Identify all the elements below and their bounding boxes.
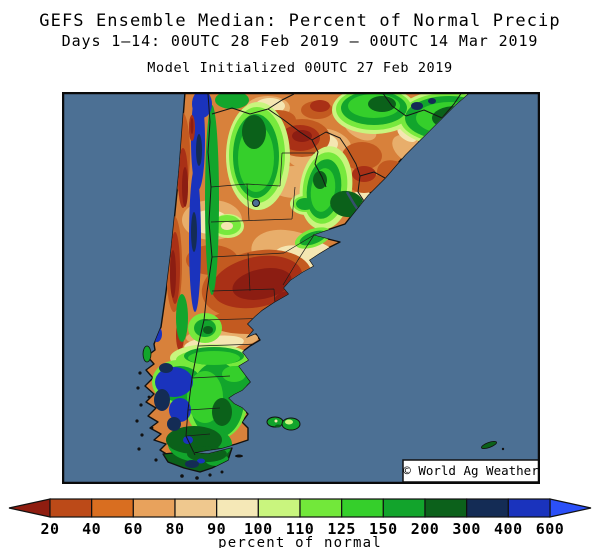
- colorbar-ticks: 20 40 60 80 90 100 110 125 150 200 300 400 600: [0, 520, 600, 538]
- colorbar-tick-label: 20: [40, 520, 60, 538]
- terrain-shading: [152, 92, 470, 468]
- colorbar-right-arrow: [549, 498, 592, 518]
- watermark-box: © World Ag Weather: [402, 459, 540, 483]
- province-borders: [185, 152, 315, 437]
- colorbar-tick-label: 110: [285, 520, 315, 538]
- chiloe-island: [142, 345, 152, 363]
- colorbar-segment: [299, 498, 343, 518]
- colorbar-tick-label: 100: [244, 520, 273, 538]
- page-subtitle: Days 1–14: 00UTC 28 Feb 2019 – 00UTC 14 …: [61, 32, 539, 50]
- map-panel: © World Ag Weather: [61, 91, 541, 485]
- south-georgia-island: [481, 440, 505, 451]
- map-frame: [61, 91, 541, 485]
- colorbar-segment: [49, 498, 93, 518]
- colorbar-segment: [174, 498, 218, 518]
- model-init-line: Model Initialized 00UTC 27 Feb 2019: [147, 60, 453, 76]
- colorbar-segment: [466, 498, 509, 518]
- precip-map-graphic: © World Ag Weather: [61, 91, 541, 485]
- watermark-text: © World Ag Weather: [403, 463, 539, 478]
- colorbar: [8, 498, 592, 518]
- lake: [252, 199, 260, 207]
- colorbar-tick-label: 90: [207, 520, 227, 538]
- colorbar-tick-label: 125: [327, 520, 356, 538]
- colorbar-tick-label: 200: [410, 520, 440, 538]
- colorbar-segment: [91, 498, 134, 518]
- colorbar-segment: [424, 498, 468, 518]
- colorbar-left-arrow: [8, 498, 51, 518]
- colorbar-tick-label: 40: [82, 520, 102, 538]
- colorbar-tick-label: 400: [494, 520, 523, 538]
- colorbar-tick-label: 150: [369, 520, 398, 538]
- colorbar-tick-label: 80: [165, 520, 185, 538]
- colorbar-segment: [216, 498, 259, 518]
- fjord-islets: [135, 371, 243, 480]
- colorbar-label: percent of normal: [218, 535, 382, 548]
- page-title: GEFS Ensemble Median: Percent of Normal …: [39, 11, 561, 31]
- colorbar-segment: [341, 498, 384, 518]
- colorbar-segment: [507, 498, 551, 518]
- falkland-islands: [266, 416, 301, 431]
- colorbar-segment: [382, 498, 426, 518]
- colorbar-tick-label: 300: [452, 520, 481, 538]
- colorbar-segment: [132, 498, 176, 518]
- colorbar-segments: [49, 498, 551, 518]
- colorbar-tick-label: 60: [123, 520, 143, 538]
- colorbar-tick-label: 600: [535, 520, 565, 538]
- colorbar-segment: [257, 498, 301, 518]
